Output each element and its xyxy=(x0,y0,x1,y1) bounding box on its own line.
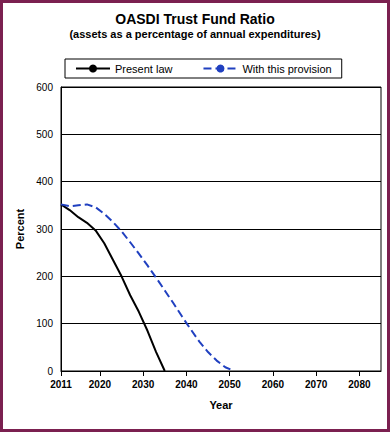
svg-text:500: 500 xyxy=(36,129,53,140)
svg-text:600: 600 xyxy=(36,82,53,93)
svg-text:(assets as a percentage of ann: (assets as a percentage of annual expend… xyxy=(69,28,321,40)
svg-text:2050: 2050 xyxy=(219,379,242,390)
svg-text:0: 0 xyxy=(47,366,53,377)
svg-text:2070: 2070 xyxy=(305,379,328,390)
svg-text:Year: Year xyxy=(209,399,233,411)
svg-text:400: 400 xyxy=(36,176,53,187)
svg-text:Percent: Percent xyxy=(14,208,26,249)
svg-text:2040: 2040 xyxy=(175,379,198,390)
svg-text:2030: 2030 xyxy=(132,379,155,390)
svg-text:300: 300 xyxy=(36,224,53,235)
svg-text:2080: 2080 xyxy=(348,379,371,390)
svg-text:With this provision: With this provision xyxy=(242,63,331,75)
svg-text:Present law: Present law xyxy=(115,63,173,75)
svg-text:2060: 2060 xyxy=(262,379,285,390)
svg-text:2020: 2020 xyxy=(89,379,112,390)
svg-text:100: 100 xyxy=(36,318,53,329)
svg-text:200: 200 xyxy=(36,271,53,282)
svg-text:2011: 2011 xyxy=(50,379,72,390)
svg-text:OASDI Trust Fund Ratio: OASDI Trust Fund Ratio xyxy=(115,11,274,27)
